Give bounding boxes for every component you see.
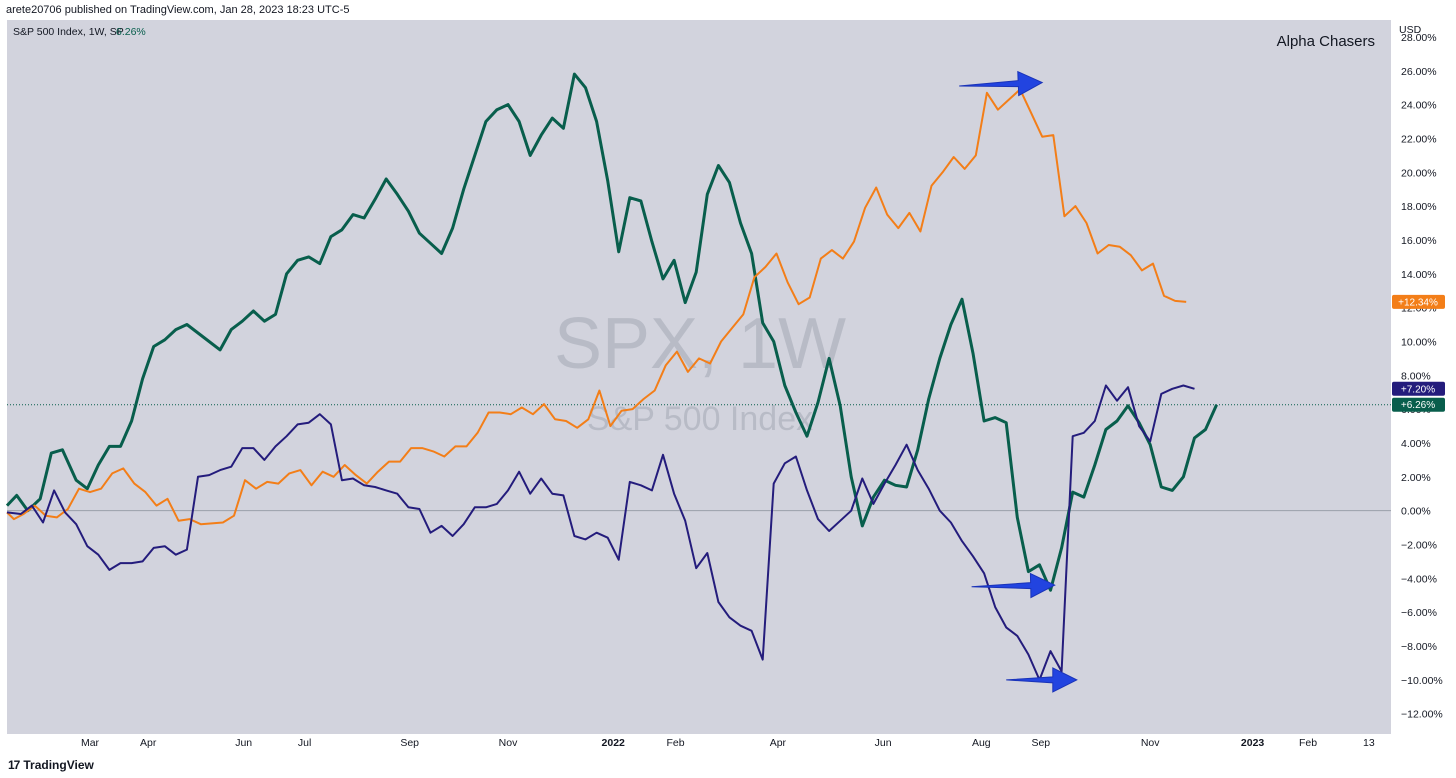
x-tick-label: Jul — [298, 737, 311, 749]
x-tick-label: Feb — [1299, 737, 1317, 749]
y-tick-label: 28.00% — [1401, 32, 1437, 44]
y-tick-label: 16.00% — [1401, 235, 1437, 247]
legend-symbol[interactable]: S&P 500 Index, 1W, SP — [13, 26, 124, 38]
currency-label: USD — [1399, 24, 1422, 36]
annotation-arrow-1 — [959, 70, 1044, 97]
tradingview-brand-text: TradingView — [23, 758, 94, 772]
series-line-2 — [6, 88, 1187, 526]
y-tick-label: 18.00% — [1401, 201, 1437, 213]
y-tick-label: −6.00% — [1401, 607, 1437, 619]
y-tick-label: 2.00% — [1401, 472, 1431, 484]
price-label-2: +12.34% — [1398, 297, 1438, 308]
annotation-arrows — [959, 70, 1078, 693]
y-tick-label: 26.00% — [1401, 66, 1437, 78]
x-tick-label: Jun — [875, 737, 892, 749]
y-tick-label: 0.00% — [1401, 506, 1431, 518]
price-label-bg-3 — [1392, 381, 1445, 396]
y-tick-label: 10.00% — [1401, 337, 1437, 349]
x-tick-label: Aug — [972, 737, 991, 749]
series-line-1 — [5, 72, 1218, 592]
symbol-watermark: SPX, 1W S&P 500 Index — [554, 304, 846, 438]
y-tick-label: −10.00% — [1401, 675, 1443, 687]
tradingview-logo-icon: 17 — [8, 758, 20, 772]
price-label-1: +6.26% — [1401, 400, 1435, 411]
tradingview-logo[interactable]: 17 TradingView — [8, 758, 94, 772]
y-tick-label: −4.00% — [1401, 573, 1437, 585]
watermark-name: S&P 500 Index — [587, 400, 813, 438]
x-tick-label: 2022 — [602, 737, 626, 749]
annotation-arrow-3 — [1006, 667, 1078, 693]
y-tick-label: 20.00% — [1401, 167, 1437, 179]
x-tick-label: Nov — [1141, 737, 1160, 749]
legend-change: 6.26% — [116, 26, 146, 38]
y-tick-label: −12.00% — [1401, 709, 1443, 721]
x-tick-label: Mar — [81, 737, 100, 749]
price-axis[interactable] — [1391, 20, 1456, 734]
series-line-3 — [6, 384, 1195, 681]
annotation-arrow-2 — [971, 572, 1056, 599]
price-label-3: +7.20% — [1401, 384, 1435, 395]
y-tick-label: 4.00% — [1401, 438, 1431, 450]
y-tick-label: −8.00% — [1401, 641, 1437, 653]
x-tick-label: 2023 — [1241, 737, 1265, 749]
header-bar: arete20706 published on TradingView.com,… — [0, 0, 1456, 20]
y-tick-label: −2.00% — [1401, 540, 1437, 552]
y-tick-label: 22.00% — [1401, 133, 1437, 145]
plot-area[interactable] — [7, 20, 1391, 734]
chart-title: Alpha Chasers — [1277, 33, 1375, 50]
x-axis-ticks: Mar Apr Jun Jul Sep Nov 2022 Feb Apr Jun Aug Sep Nov… — [81, 737, 1375, 749]
x-tick-label: Sep — [400, 737, 419, 749]
series-lines — [5, 72, 1218, 681]
x-tick-label: Apr — [140, 737, 157, 749]
x-tick-label: Jun — [235, 737, 252, 749]
x-tick-label: Sep — [1031, 737, 1050, 749]
x-tick-label: Apr — [770, 737, 787, 749]
price-label-bg-2 — [1392, 294, 1445, 309]
x-tick-label: 13 — [1363, 737, 1375, 749]
y-tick-label: 14.00% — [1401, 269, 1437, 281]
watermark-symbol: SPX, 1W — [554, 304, 846, 384]
y-axis-ticks: 28.00% 26.00% 24.00% 22.00% 20.00% 18.00% 16.0… — [1401, 32, 1443, 721]
y-tick-label: 8.00% — [1401, 370, 1431, 382]
x-tick-label: Nov — [499, 737, 518, 749]
y-tick-label: 24.00% — [1401, 100, 1437, 112]
x-tick-label: Feb — [666, 737, 684, 749]
price-label-bg-1 — [1392, 397, 1445, 412]
last-price-labels: +6.26% +12.34% +7.20% — [1392, 294, 1445, 412]
publisher-info: arete20706 published on TradingView.com,… — [6, 4, 350, 16]
